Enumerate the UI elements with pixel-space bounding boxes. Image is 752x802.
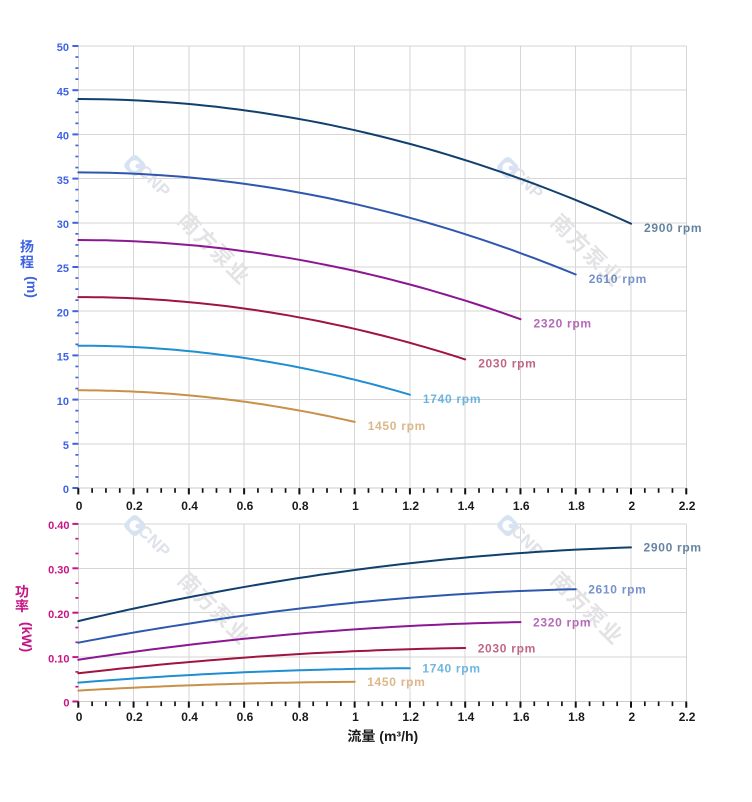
svg-text:2030 rpm: 2030 rpm [478,357,536,371]
svg-text:2030 rpm: 2030 rpm [478,641,536,655]
svg-text:0.10: 0.10 [48,653,69,665]
svg-text:1.4: 1.4 [458,710,475,724]
svg-text:(m): (m) [24,276,40,298]
svg-text:0: 0 [76,710,83,724]
svg-text:0: 0 [63,698,69,710]
svg-text:0.4: 0.4 [181,710,198,724]
svg-text:5: 5 [63,440,69,452]
svg-text:1.2: 1.2 [402,710,419,724]
svg-text:50: 50 [57,42,69,54]
svg-text:2610 rpm: 2610 rpm [588,583,646,597]
svg-text:35: 35 [57,175,69,187]
svg-text:0.20: 0.20 [48,609,69,621]
svg-text:(m³/h): (m³/h) [379,728,418,744]
svg-text:15: 15 [57,352,69,364]
svg-text:10: 10 [57,396,69,408]
svg-text:1.8: 1.8 [568,499,585,513]
svg-text:1.2: 1.2 [402,499,419,513]
svg-text:(kW): (kW) [19,622,35,652]
svg-text:2610 rpm: 2610 rpm [589,272,647,286]
svg-text:0.8: 0.8 [292,499,309,513]
svg-text:0.2: 0.2 [126,499,143,513]
svg-text:1.4: 1.4 [458,499,475,513]
svg-text:1450 rpm: 1450 rpm [367,675,425,689]
svg-text:2.2: 2.2 [679,710,696,724]
svg-text:20: 20 [57,307,69,319]
svg-text:1.6: 1.6 [513,710,530,724]
svg-text:40: 40 [57,131,69,143]
svg-text:1740 rpm: 1740 rpm [422,662,480,676]
svg-text:0.8: 0.8 [292,710,309,724]
svg-text:2320 rpm: 2320 rpm [534,317,592,331]
svg-text:1: 1 [352,499,359,513]
svg-text:1: 1 [352,710,359,724]
svg-text:2900 rpm: 2900 rpm [644,221,702,235]
svg-text:1.8: 1.8 [568,710,585,724]
svg-text:2.2: 2.2 [679,499,696,513]
svg-text:2: 2 [628,710,635,724]
svg-text:25: 25 [57,263,69,275]
svg-text:0: 0 [76,499,83,513]
svg-text:45: 45 [57,86,69,98]
svg-text:0: 0 [63,484,69,496]
svg-text:0.6: 0.6 [237,499,254,513]
svg-text:0.2: 0.2 [126,710,143,724]
svg-text:1740 rpm: 1740 rpm [423,392,481,406]
svg-text:0.30: 0.30 [48,565,69,577]
svg-text:0.40: 0.40 [48,520,69,532]
svg-text:2320 rpm: 2320 rpm [533,615,591,629]
svg-text:0.4: 0.4 [181,499,198,513]
svg-text:1450 rpm: 1450 rpm [368,419,426,433]
svg-text:0.6: 0.6 [237,710,254,724]
svg-text:30: 30 [57,219,69,231]
svg-text:2: 2 [628,499,635,513]
svg-text:1.6: 1.6 [513,499,530,513]
svg-text:2900 rpm: 2900 rpm [644,541,702,555]
